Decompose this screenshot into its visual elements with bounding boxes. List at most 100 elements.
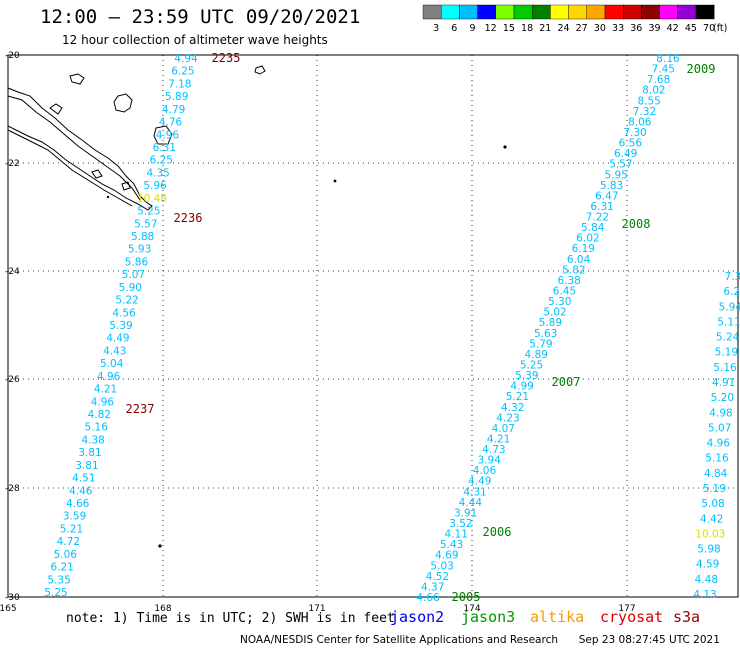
jason3-swh-label: 4.69 <box>435 550 458 562</box>
legend-s3a: s3a <box>673 608 701 626</box>
cryosat-time-label: 2235 <box>212 51 241 65</box>
jason3-swh-label: 7.22 <box>586 212 609 224</box>
jason3-swh-label: 6.31 <box>590 201 613 213</box>
cryosat-swh-label: 4.96 <box>91 396 115 408</box>
legend-label: 24 <box>557 23 569 34</box>
cryosat-swh-label: 5.07 <box>122 269 145 281</box>
jason3-swh-label: 3.52 <box>449 518 472 530</box>
jason3-time-label: 2006 <box>483 525 512 539</box>
right-track-swh-label: 4.84 <box>704 468 728 480</box>
cryosat-swh-label: 4.79 <box>162 104 185 116</box>
cryosat-swh-label: 4.49 <box>106 333 129 345</box>
legend-label: 30 <box>594 23 606 34</box>
cryosat-time-label: 2236 <box>174 211 203 225</box>
jason3-swh-label: 5.57 <box>609 159 632 171</box>
jason3-swh-label: 8.06 <box>628 116 652 128</box>
right-track-swh-label: 10.03 <box>695 528 725 540</box>
y-tick-label: -22 <box>5 159 20 169</box>
jason3-swh-label: 5.02 <box>543 307 566 319</box>
right-track-swh-label: 7.3 <box>725 271 740 283</box>
legend-label: 21 <box>539 23 551 34</box>
footer-note: note: 1) Time is in UTC; 2) SWH is in fe… <box>66 611 395 626</box>
cryosat-swh-label: 10.48 <box>137 193 167 205</box>
legend-label: 36 <box>630 23 642 34</box>
jason3-swh-label: 6.56 <box>619 138 643 150</box>
cryosat-swh-label: 4.21 <box>94 384 117 396</box>
jason3-swh-label: 4.49 <box>468 476 491 488</box>
cryosat-swh-label: 4.94 <box>174 53 198 65</box>
cryosat-swh-label: 5.86 <box>125 256 149 268</box>
jason3-swh-label: 4.11 <box>445 529 468 541</box>
y-tick-label: -26 <box>5 375 20 385</box>
right-track-swh-label: 5.07 <box>708 422 731 434</box>
jason3-swh-label: 4.32 <box>501 402 524 414</box>
jason3-swh-label: 4.21 <box>487 433 510 445</box>
right-track-swh-label: 5.16 <box>705 453 729 465</box>
jason3-swh-label: 8.16 <box>656 53 680 65</box>
legend-label: 45 <box>685 23 697 34</box>
jason3-swh-label: 4.23 <box>496 412 519 424</box>
right-track-swh-label: 4.48 <box>695 574 718 586</box>
legend-swatch <box>586 4 606 20</box>
right-track-swh-label: 5.08 <box>701 498 724 510</box>
legend-swatch <box>422 4 442 20</box>
legend-label: 9 <box>469 23 475 34</box>
jason3-swh-label: 4.89 <box>525 349 548 361</box>
jason3-swh-label: 6.02 <box>576 233 599 245</box>
jason3-swh-label: 4.44 <box>459 497 483 509</box>
y-tick-label: -28 <box>5 484 20 494</box>
map-frame <box>7 54 739 598</box>
jason3-swh-label: 7.68 <box>647 74 670 86</box>
cryosat-swh-label: 6.25 <box>150 155 173 167</box>
y-tick-label: -20 <box>5 51 20 61</box>
jason3-swh-label: 5.25 <box>520 359 543 371</box>
cryosat-swh-label: 4.35 <box>146 167 169 179</box>
x-tick-label: 177 <box>618 604 635 614</box>
legend-unit: (ft) <box>713 23 727 34</box>
cryosat-swh-label: 4.96 <box>97 371 121 383</box>
jason3-swh-label: 7.32 <box>633 106 656 118</box>
jason3-swh-label: 4.66 <box>416 592 440 604</box>
generated-timestamp: Sep 23 08:27:45 UTC 2021 <box>578 634 720 646</box>
cryosat-swh-label: 5.90 <box>119 282 142 294</box>
jason3-time-label: 2009 <box>687 62 716 76</box>
cryosat-swh-label: 5.22 <box>115 295 138 307</box>
legend-label: 42 <box>667 23 679 34</box>
y-tick-label: -30 <box>5 593 20 603</box>
right-track-swh-label: 6.2 <box>723 286 740 298</box>
legend-label: 6 <box>451 23 457 34</box>
right-track-swh-label: 4.59 <box>696 559 719 571</box>
cryosat-swh-label: 3.81 <box>78 447 101 459</box>
jason3-swh-label: 5.79 <box>529 338 552 350</box>
cryosat-swh-label: 7.18 <box>168 78 191 90</box>
jason3-time-label: 2005 <box>452 590 481 604</box>
right-track-swh-label: 5.24 <box>716 332 740 344</box>
legend-swatch <box>695 4 715 20</box>
jason3-swh-label: 7.30 <box>623 127 646 139</box>
cryosat-swh-label: 5.88 <box>131 231 154 243</box>
cryosat-swh-label: 6.31 <box>153 142 176 154</box>
right-track-swh-label: 5.19 <box>703 483 726 495</box>
right-track-swh-label: 5.20 <box>711 392 734 404</box>
legend-jason2: jason2 <box>390 608 445 626</box>
cryosat-swh-label: 5.25 <box>44 587 67 599</box>
jason3-swh-label: 3.94 <box>477 455 501 467</box>
legend-label: 70 <box>703 23 715 34</box>
jason3-swh-label: 4.99 <box>510 381 533 393</box>
jason3-swh-label: 4.06 <box>473 465 497 477</box>
cryosat-swh-label: 5.21 <box>60 523 83 535</box>
jason3-swh-label: 5.39 <box>515 370 538 382</box>
color-legend: 3 6 9 12 15 18 21 24 27 30 33 36 39 42 45 70(ft) <box>422 4 727 34</box>
legend-jason3: jason3 <box>461 608 516 626</box>
jason3-swh-label: 6.47 <box>595 190 618 202</box>
jason3-swh-label: 8.02 <box>642 85 665 97</box>
cryosat-swh-label: 5.06 <box>54 549 78 561</box>
cryosat-swh-label: 4.72 <box>57 536 80 548</box>
jason3-swh-label: 4.73 <box>482 444 505 456</box>
y-tick-label: -24 <box>5 267 20 277</box>
legend-label: 18 <box>521 23 533 34</box>
jason3-swh-label: 5.03 <box>430 560 453 572</box>
right-track-swh-label: 4.42 <box>700 513 723 525</box>
cryosat-swh-label: 3.59 <box>63 511 86 523</box>
